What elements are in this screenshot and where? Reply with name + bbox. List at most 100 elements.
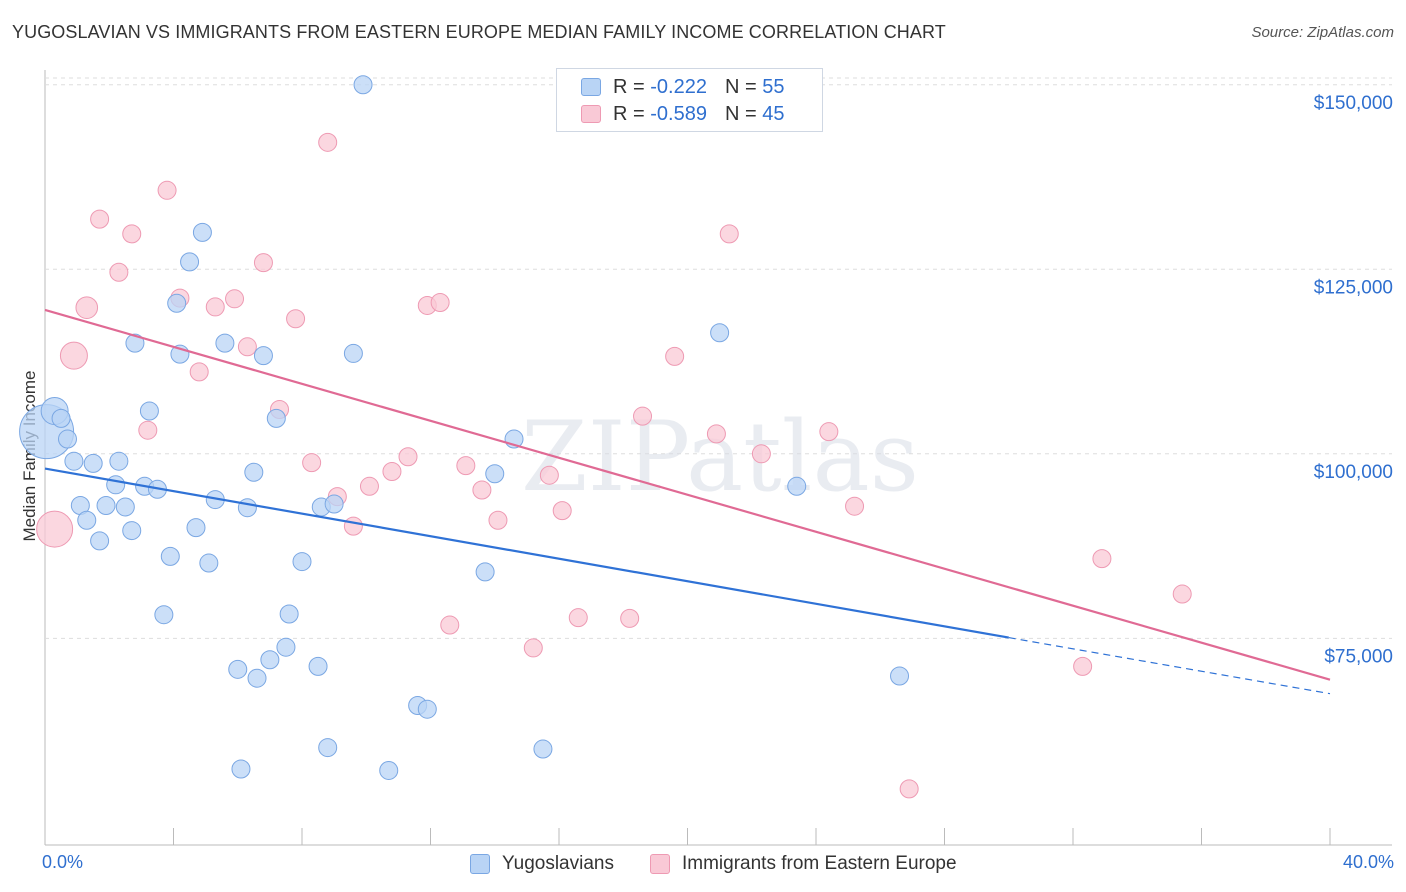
eastern-europe-point: [523, 638, 543, 658]
yugoslavian-point: [533, 739, 553, 759]
correlation-legend: R = -0.222 N = 55 R = -0.589 N = 45: [556, 68, 823, 132]
eastern-europe-point: [90, 209, 110, 229]
legend-n-value: 45: [762, 102, 785, 125]
yugoslavian-point: [139, 401, 159, 421]
eastern-europe-point: [286, 309, 306, 329]
yugoslavian-point: [253, 346, 273, 366]
yugoslavian-point: [417, 699, 437, 719]
eastern-europe-point: [819, 422, 839, 442]
yugoslavian-point: [276, 637, 296, 657]
yugoslavian-point: [324, 494, 344, 514]
eastern-europe-point: [1073, 656, 1093, 676]
eastern-europe-point: [845, 496, 865, 516]
eastern-europe-point: [109, 262, 129, 282]
yugoslavian-point: [228, 659, 248, 679]
eastern-europe-point: [398, 447, 418, 467]
eastern-europe-point: [472, 480, 492, 500]
y-tick-label: $150,000: [1314, 93, 1393, 114]
bottom-legend-swatch-blue: [470, 854, 490, 874]
yugoslavian-point: [199, 553, 219, 573]
eastern-europe-point: [189, 362, 209, 382]
legend-row-yugoslavians: R = -0.222 N = 55: [581, 75, 784, 99]
eastern-europe-point: [75, 296, 99, 319]
yugoslavian-point: [51, 408, 71, 428]
eastern-europe-point: [359, 476, 379, 496]
yugoslavian-point: [292, 552, 312, 572]
eastern-europe-point: [237, 337, 257, 357]
y-tick-label: $125,000: [1314, 277, 1393, 298]
eastern-europe-point: [205, 297, 225, 317]
legend-r-value: -0.589: [650, 102, 707, 125]
eastern-europe-point: [719, 224, 739, 244]
yugoslavian-point: [154, 605, 174, 625]
bottom-legend-label: Immigrants from Eastern Europe: [682, 853, 957, 874]
eastern-europe-point: [253, 253, 273, 273]
yugoslavian-point: [186, 518, 206, 538]
bottom-legend-yugoslavians: Yugoslavians: [470, 852, 614, 876]
legend-n-label: N =: [724, 75, 757, 98]
legend-swatch-blue: [581, 78, 601, 96]
legend-r-label: R =: [613, 75, 645, 98]
yugoslavian-point: [244, 462, 264, 482]
yugoslavian-point: [710, 323, 730, 343]
eastern-europe-point: [343, 516, 363, 536]
yugoslavian-point: [215, 333, 235, 353]
yugoslavian-point: [109, 451, 129, 471]
yugoslavian-point: [122, 521, 142, 541]
yugoslavian-point: [125, 333, 145, 353]
trend-layer: [44, 308, 1331, 695]
source-label: Source: ZipAtlas.com: [1251, 24, 1394, 41]
eastern-europe-point: [59, 341, 88, 370]
grid-layer: [44, 70, 1392, 846]
eastern-europe-point: [706, 424, 726, 444]
eastern-europe-point: [302, 453, 322, 473]
y-tick-label: $100,000: [1314, 462, 1393, 483]
yugoslavian-trend-extension: [1008, 637, 1331, 695]
yugoslavian-point: [308, 656, 328, 676]
y-tick-layer: $75,000 $100,000 $125,000 $150,000: [1314, 93, 1393, 668]
yugoslavian-point: [787, 476, 807, 496]
legend-r-value: -0.222: [650, 75, 707, 98]
x-tick-min: 0.0%: [42, 852, 84, 872]
yugoslavian-point: [106, 475, 126, 495]
eastern-europe-point: [36, 510, 74, 548]
yugoslavian-point: [353, 75, 373, 95]
yugoslavian-point: [379, 760, 399, 780]
yugoslavian-point: [64, 451, 84, 471]
eastern-europe-point: [430, 293, 450, 312]
legend-r-label: R =: [613, 102, 645, 125]
yugoslavian-trend-line: [44, 467, 1009, 639]
legend-swatch-pink: [581, 105, 601, 123]
yugoslavian-point: [180, 252, 200, 272]
eastern-europe-point: [157, 180, 177, 200]
yugoslavian-point: [266, 408, 286, 428]
eastern-europe-point: [488, 510, 508, 530]
yugoslavian-point: [83, 453, 103, 473]
eastern-europe-point: [456, 456, 476, 476]
x-tick-max: 40.0%: [1342, 852, 1394, 872]
yugoslavian-point: [485, 464, 505, 484]
legend-row-eastern-europe: R = -0.589 N = 45: [581, 102, 784, 126]
eastern-europe-point: [1092, 549, 1112, 569]
eastern-europe-point: [138, 420, 158, 440]
yugoslavian-point: [279, 604, 299, 624]
yugoslavian-point: [96, 495, 116, 515]
legend-n-label: N =: [724, 102, 757, 125]
yugoslavian-point: [231, 759, 251, 779]
eastern-europe-point: [633, 406, 653, 426]
eastern-europe-point: [552, 501, 572, 521]
eastern-europe-point: [568, 608, 588, 628]
yugoslavian-point: [115, 497, 135, 517]
eastern-europe-point: [620, 608, 640, 628]
yugoslavian-point: [192, 222, 212, 242]
yugoslavian-point: [343, 343, 363, 363]
legend-n-value: 55: [762, 75, 785, 98]
eastern-europe-trend-line: [44, 308, 1331, 681]
yugoslavian-point: [77, 510, 97, 530]
eastern-europe-point: [382, 462, 402, 482]
eastern-europe-point: [1172, 584, 1192, 604]
bottom-legend-eastern-europe: Immigrants from Eastern Europe: [650, 852, 957, 876]
eastern-europe-point: [122, 224, 142, 244]
bottom-legend-swatch-pink: [650, 854, 670, 874]
